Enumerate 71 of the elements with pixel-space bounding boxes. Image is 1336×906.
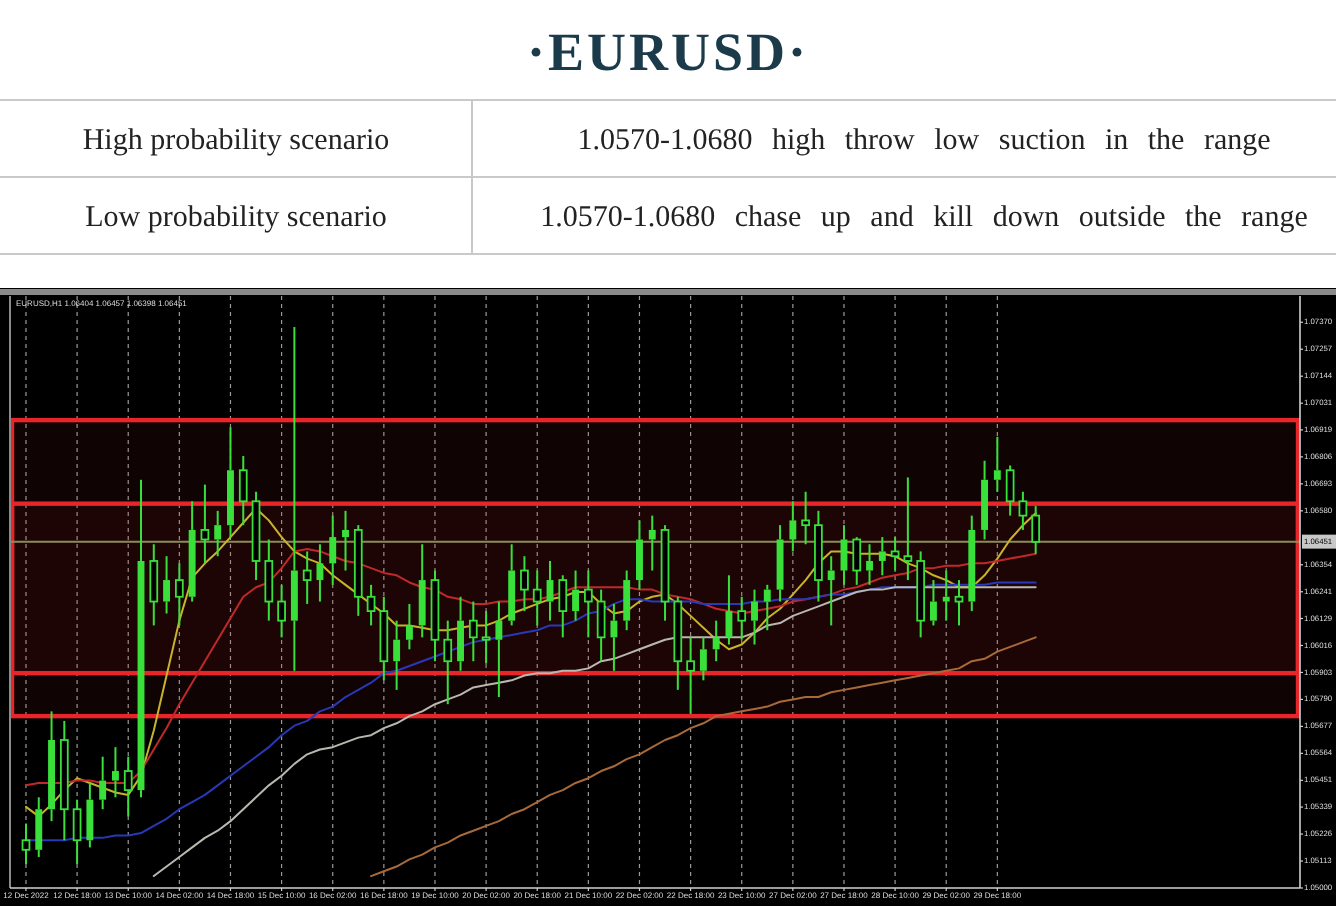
candlestick	[814, 509, 823, 603]
candlestick	[636, 519, 643, 591]
candlestick	[584, 569, 593, 639]
candlestick	[302, 550, 312, 605]
candlestick	[316, 543, 324, 603]
candlestick	[495, 600, 503, 699]
candlestick	[457, 595, 464, 672]
candlestick	[840, 524, 848, 586]
candlestick	[878, 536, 886, 577]
candlestick	[468, 600, 478, 663]
candlestick	[175, 562, 184, 627]
candlestick	[942, 569, 950, 622]
candlestick	[686, 636, 695, 715]
candlestick	[163, 555, 171, 615]
chart-title: ·EURUSD·	[526, 22, 810, 82]
candlestick	[532, 569, 542, 627]
candlestick	[59, 719, 69, 842]
candlestick	[916, 550, 926, 639]
candlestick	[35, 796, 43, 858]
candlestick	[712, 619, 720, 663]
candlestick	[418, 543, 426, 639]
text: 1.0570-1.0680 chase up and kill down outside the range	[540, 201, 1309, 234]
candlestick	[993, 435, 1001, 493]
candlestick	[393, 619, 401, 691]
candlestick	[188, 500, 196, 603]
candlestick	[751, 588, 758, 646]
candlestick	[596, 588, 606, 663]
candlestick	[277, 583, 286, 639]
candlestick	[443, 619, 453, 706]
line-series	[370, 636, 1037, 878]
candlestick	[21, 822, 31, 866]
candlestick	[200, 483, 210, 565]
candlestick	[123, 755, 133, 818]
candlestick	[214, 509, 222, 558]
candlestick	[227, 426, 234, 539]
candlestick	[737, 595, 747, 641]
candlestick	[699, 636, 707, 682]
candlestick	[149, 543, 159, 627]
candlestick	[648, 514, 656, 572]
candlestick	[520, 555, 529, 613]
candlestick	[725, 574, 733, 646]
candlestick	[866, 543, 873, 586]
text: 1.0570-1.0680 high throw low suction in the range	[577, 124, 1272, 157]
candlestick	[481, 610, 491, 665]
candlestick	[111, 746, 119, 799]
candlestick	[329, 514, 337, 586]
candlestick	[776, 524, 784, 603]
candlestick	[290, 326, 298, 672]
candlestick	[789, 500, 797, 553]
candlestick	[99, 755, 107, 811]
candlestick	[342, 509, 349, 572]
candlestick	[379, 595, 389, 682]
candlestick	[366, 583, 376, 627]
candlestick	[610, 602, 618, 672]
candlestick	[48, 710, 55, 823]
candlestick	[405, 602, 413, 651]
candlestick	[801, 490, 810, 546]
text: High probability scenario	[82, 124, 390, 157]
candlestick	[981, 459, 989, 541]
line-series	[152, 586, 1037, 878]
text: Low probability scenario	[85, 201, 387, 234]
candlestick	[623, 569, 631, 632]
candlestick	[968, 514, 976, 613]
candlestick	[572, 569, 580, 622]
candlestick	[86, 781, 94, 849]
candlestick	[763, 583, 771, 632]
candlestick	[238, 454, 248, 527]
candlestick	[903, 476, 913, 582]
candlestick	[1031, 505, 1041, 555]
candlestick	[827, 555, 835, 627]
candlestick	[264, 538, 274, 622]
